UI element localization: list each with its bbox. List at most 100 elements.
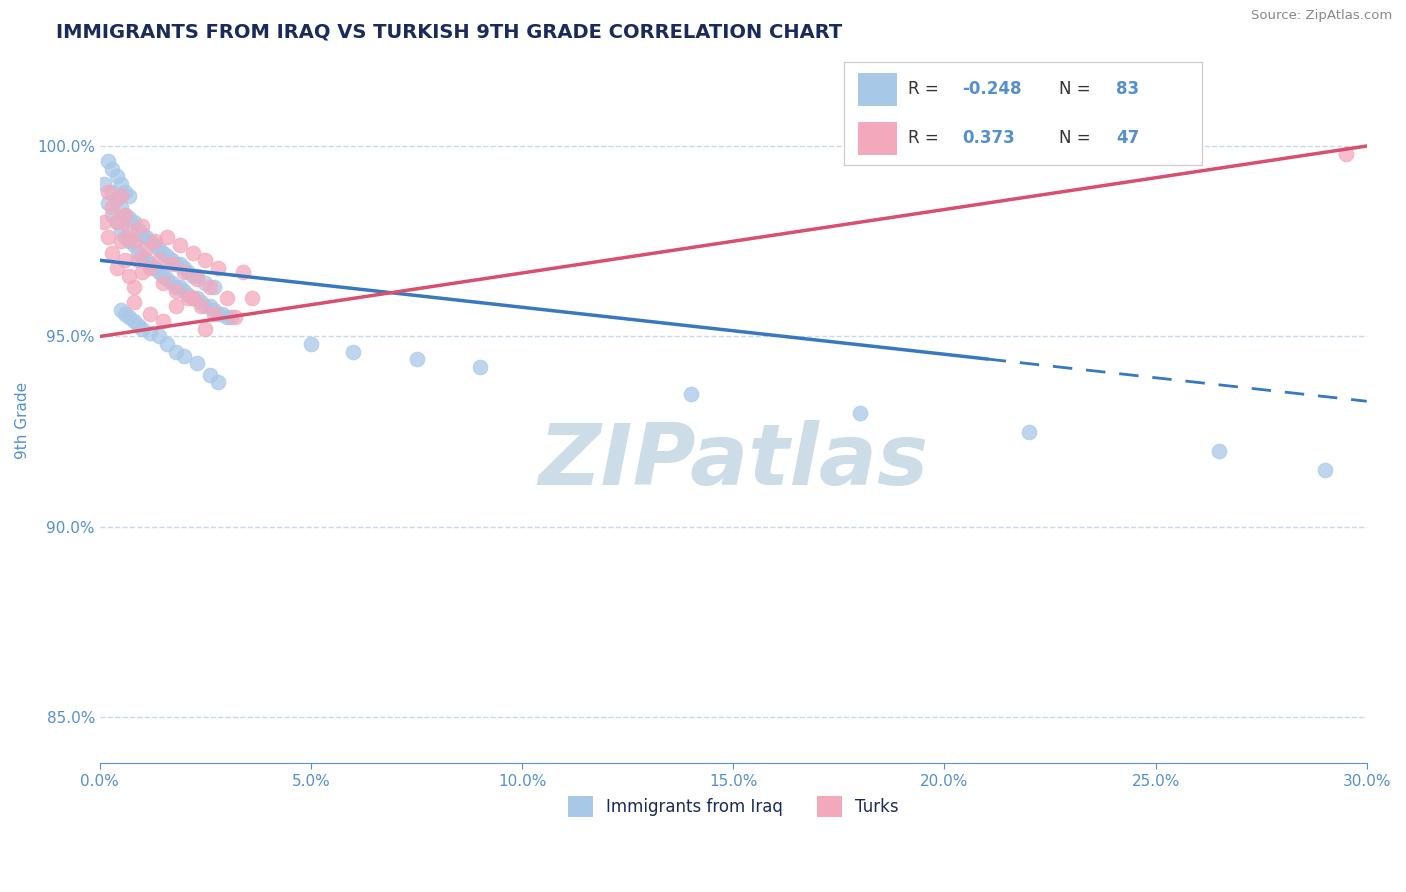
- Text: R =: R =: [908, 129, 945, 147]
- Point: [194, 276, 217, 290]
- Point: [152, 268, 174, 283]
- Point: [198, 280, 221, 294]
- Point: [114, 208, 136, 222]
- Point: [139, 326, 162, 340]
- Point: [110, 234, 132, 248]
- Point: [93, 215, 115, 229]
- Point: [122, 238, 145, 252]
- Point: [105, 215, 128, 229]
- Point: [1018, 425, 1040, 439]
- Point: [122, 295, 145, 310]
- Point: [186, 272, 208, 286]
- Point: [181, 292, 204, 306]
- Point: [118, 223, 141, 237]
- Point: [468, 359, 491, 374]
- Point: [177, 292, 200, 306]
- Point: [207, 375, 229, 389]
- Point: [118, 268, 141, 283]
- Point: [148, 329, 170, 343]
- Point: [207, 307, 229, 321]
- Point: [101, 185, 124, 199]
- Point: [186, 268, 208, 283]
- Point: [127, 318, 149, 332]
- Point: [122, 314, 145, 328]
- Point: [97, 196, 120, 211]
- Point: [190, 299, 212, 313]
- Point: [202, 307, 225, 321]
- Point: [342, 344, 364, 359]
- Point: [173, 265, 195, 279]
- Point: [143, 234, 166, 248]
- Point: [148, 265, 170, 279]
- Point: [114, 208, 136, 222]
- Point: [131, 322, 153, 336]
- Point: [165, 299, 187, 313]
- Point: [186, 292, 208, 306]
- Point: [139, 260, 162, 275]
- Point: [169, 257, 191, 271]
- Point: [139, 307, 162, 321]
- Text: -0.248: -0.248: [962, 80, 1021, 98]
- Point: [173, 260, 195, 275]
- Point: [101, 245, 124, 260]
- Point: [160, 276, 183, 290]
- Point: [169, 280, 191, 294]
- Point: [131, 265, 153, 279]
- Point: [105, 260, 128, 275]
- Point: [148, 242, 170, 256]
- Point: [156, 230, 179, 244]
- Point: [122, 234, 145, 248]
- Point: [105, 192, 128, 206]
- Point: [152, 314, 174, 328]
- Point: [165, 344, 187, 359]
- Point: [165, 280, 187, 294]
- Point: [110, 223, 132, 237]
- Point: [97, 230, 120, 244]
- Point: [114, 185, 136, 199]
- Point: [1208, 443, 1230, 458]
- Point: [105, 169, 128, 184]
- Point: [207, 260, 229, 275]
- Point: [114, 307, 136, 321]
- Point: [148, 253, 170, 268]
- Bar: [858, 73, 897, 105]
- Point: [118, 310, 141, 325]
- Point: [143, 260, 166, 275]
- Point: [1334, 146, 1357, 161]
- Point: [165, 257, 187, 271]
- Point: [194, 253, 217, 268]
- Text: ZIPatlas: ZIPatlas: [538, 420, 928, 503]
- Legend: Immigrants from Iraq, Turks: Immigrants from Iraq, Turks: [561, 789, 905, 823]
- Point: [139, 234, 162, 248]
- Point: [186, 356, 208, 370]
- Point: [181, 245, 204, 260]
- Point: [101, 200, 124, 214]
- Text: IMMIGRANTS FROM IRAQ VS TURKISH 9TH GRADE CORRELATION CHART: IMMIGRANTS FROM IRAQ VS TURKISH 9TH GRAD…: [56, 22, 842, 41]
- Point: [849, 406, 872, 420]
- Point: [122, 215, 145, 229]
- Point: [101, 208, 124, 222]
- Point: [105, 215, 128, 229]
- Point: [110, 302, 132, 317]
- Point: [97, 154, 120, 169]
- Point: [152, 276, 174, 290]
- Point: [135, 253, 157, 268]
- Point: [110, 188, 132, 202]
- Point: [122, 280, 145, 294]
- Point: [143, 238, 166, 252]
- Point: [118, 211, 141, 226]
- Point: [224, 310, 246, 325]
- Point: [240, 292, 263, 306]
- Point: [405, 352, 427, 367]
- Point: [127, 245, 149, 260]
- Point: [118, 188, 141, 202]
- Point: [160, 257, 183, 271]
- Point: [114, 253, 136, 268]
- Point: [131, 227, 153, 241]
- Point: [181, 292, 204, 306]
- Point: [202, 280, 225, 294]
- Point: [1313, 463, 1336, 477]
- Point: [219, 310, 242, 325]
- Point: [110, 177, 132, 191]
- Point: [194, 322, 217, 336]
